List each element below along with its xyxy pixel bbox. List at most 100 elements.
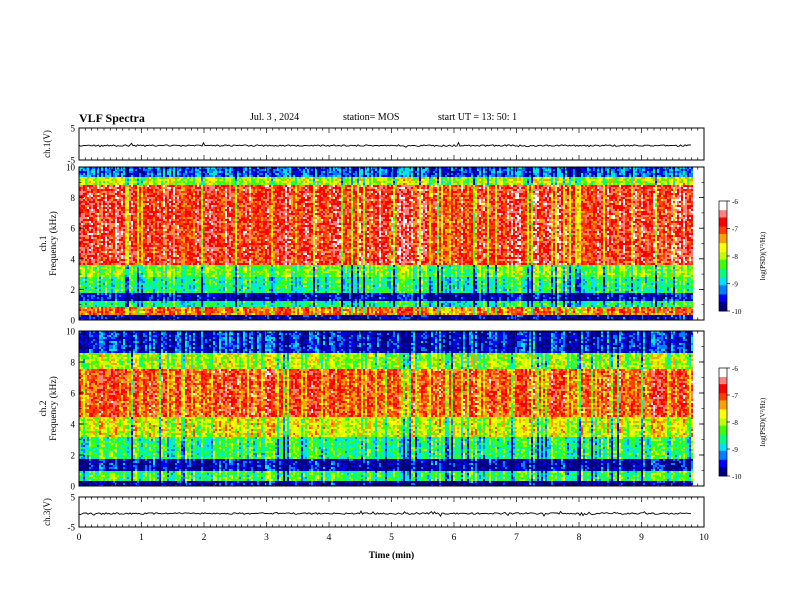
spectrogram-cell: [255, 191, 257, 193]
spectrogram-cell: [491, 205, 493, 207]
spectrogram-cell: [417, 175, 419, 177]
spectrogram-cell: [117, 175, 119, 177]
spectrogram-cell: [625, 181, 629, 183]
spectrogram-cell: [463, 201, 465, 203]
spectrogram-cell: [187, 197, 189, 199]
ch1-spectrogram: [79, 167, 704, 321]
spectrogram-cell: [199, 171, 201, 173]
spectrogram-cell: [365, 207, 367, 209]
spectrogram-cell: [409, 195, 411, 197]
spectrogram-cell: [271, 179, 273, 181]
spectrogram-cell: [653, 179, 655, 181]
spectrogram-cell: [235, 185, 237, 187]
spectrogram-cell: [393, 191, 395, 193]
spectrogram-cell: [479, 171, 481, 173]
spectrogram-cell: [605, 179, 607, 181]
spectrogram-cell: [241, 197, 243, 199]
spectrogram-cell: [219, 203, 221, 205]
spectrogram-cell: [195, 183, 197, 185]
spectrogram-cell: [563, 177, 565, 179]
spectrogram-cell: [321, 181, 323, 183]
spectrogram-cell: [407, 191, 411, 193]
spectrogram-cell: [455, 171, 457, 173]
spectrogram-cell: [245, 169, 247, 171]
spectrogram-cell: [227, 195, 229, 197]
spectrogram-cell: [159, 187, 161, 189]
spectrogram-cell: [661, 181, 667, 183]
spectrogram-cell: [453, 189, 455, 191]
spectrogram-cell: [273, 203, 275, 205]
spectrogram-cell: [327, 175, 333, 177]
spectrogram-cell: [313, 179, 315, 181]
spectrogram-cell: [307, 187, 309, 189]
spectrogram-cell: [99, 191, 101, 193]
spectrogram-cell: [339, 179, 341, 181]
spectrogram-cell: [445, 185, 447, 187]
spectrogram-cell: [115, 191, 117, 193]
spectrogram-cell: [165, 207, 167, 209]
spectrogram-cell: [181, 195, 183, 197]
spectrogram-cell: [621, 199, 623, 201]
spectrogram-cell: [471, 199, 473, 201]
spectrogram-cell: [575, 205, 577, 207]
spectrogram-cell: [439, 189, 441, 191]
spectrogram-cell: [425, 195, 427, 197]
spectrogram-cell: [211, 193, 213, 195]
spectrogram-cell: [601, 169, 603, 171]
spectrogram-cell: [643, 193, 647, 195]
spectrogram-cell: [611, 189, 613, 191]
spectrogram-cell: [447, 189, 449, 191]
spectrogram-cell: [229, 173, 233, 175]
spectrogram-cell: [289, 173, 291, 175]
spectrogram-cell: [485, 187, 487, 189]
spectrogram-cell: [675, 185, 677, 187]
spectrogram-cell: [317, 175, 319, 177]
spectrogram-cell: [317, 183, 319, 185]
spectrogram-cell: [363, 183, 365, 185]
spectrogram-cell: [645, 173, 651, 175]
spectrogram-cell: [487, 179, 489, 181]
spectrogram-cell: [571, 191, 575, 193]
spectrogram-cell: [529, 181, 531, 183]
spectrogram-cell: [395, 187, 397, 189]
spectrogram-cell: [221, 193, 223, 195]
spectrogram-cell: [395, 191, 397, 193]
spectrogram-cell: [407, 195, 409, 197]
spectrogram-cell: [593, 189, 597, 191]
spectrogram-cell: [139, 195, 141, 197]
spectrogram-cell: [633, 183, 635, 185]
spectrogram-cell: [247, 185, 249, 187]
spectrogram-cell: [553, 179, 555, 181]
spectrogram-cell: [117, 195, 121, 197]
spectrogram-cell: [471, 183, 473, 185]
spectrogram-cell: [347, 207, 349, 209]
spectrogram-cell: [303, 173, 307, 175]
spectrogram-cell: [551, 187, 553, 189]
spectrogram-cell: [201, 169, 203, 171]
spectrogram-cell: [143, 189, 147, 191]
spectrogram-cell: [97, 195, 99, 197]
spectrogram-cell: [481, 201, 483, 203]
spectrogram-cell: [609, 173, 611, 175]
spectrogram-cell: [689, 183, 693, 185]
spectrogram-cell: [231, 191, 235, 193]
spectrogram-cell: [141, 173, 145, 175]
spectrogram-cell: [665, 197, 667, 199]
spectrogram-cell: [509, 177, 511, 179]
spectrogram-cell: [525, 181, 527, 183]
spectrogram-cell: [351, 189, 353, 191]
spectrogram-cell: [115, 185, 119, 187]
spectrogram-cell: [657, 193, 659, 195]
spectrogram-cell: [557, 187, 559, 189]
spectrogram-cell: [381, 181, 383, 183]
spectrogram-cell: [163, 193, 165, 195]
spectrogram-cell: [541, 179, 543, 181]
spectrogram-cell: [681, 195, 683, 197]
spectrogram-cell: [245, 189, 247, 191]
spectrogram-cell: [611, 205, 613, 207]
spectrogram-cell: [281, 195, 283, 197]
spectrogram-cell: [453, 193, 455, 195]
spectrogram-cell: [145, 203, 147, 205]
spectrogram-cell: [259, 179, 263, 181]
spectrogram-cell: [207, 179, 217, 181]
